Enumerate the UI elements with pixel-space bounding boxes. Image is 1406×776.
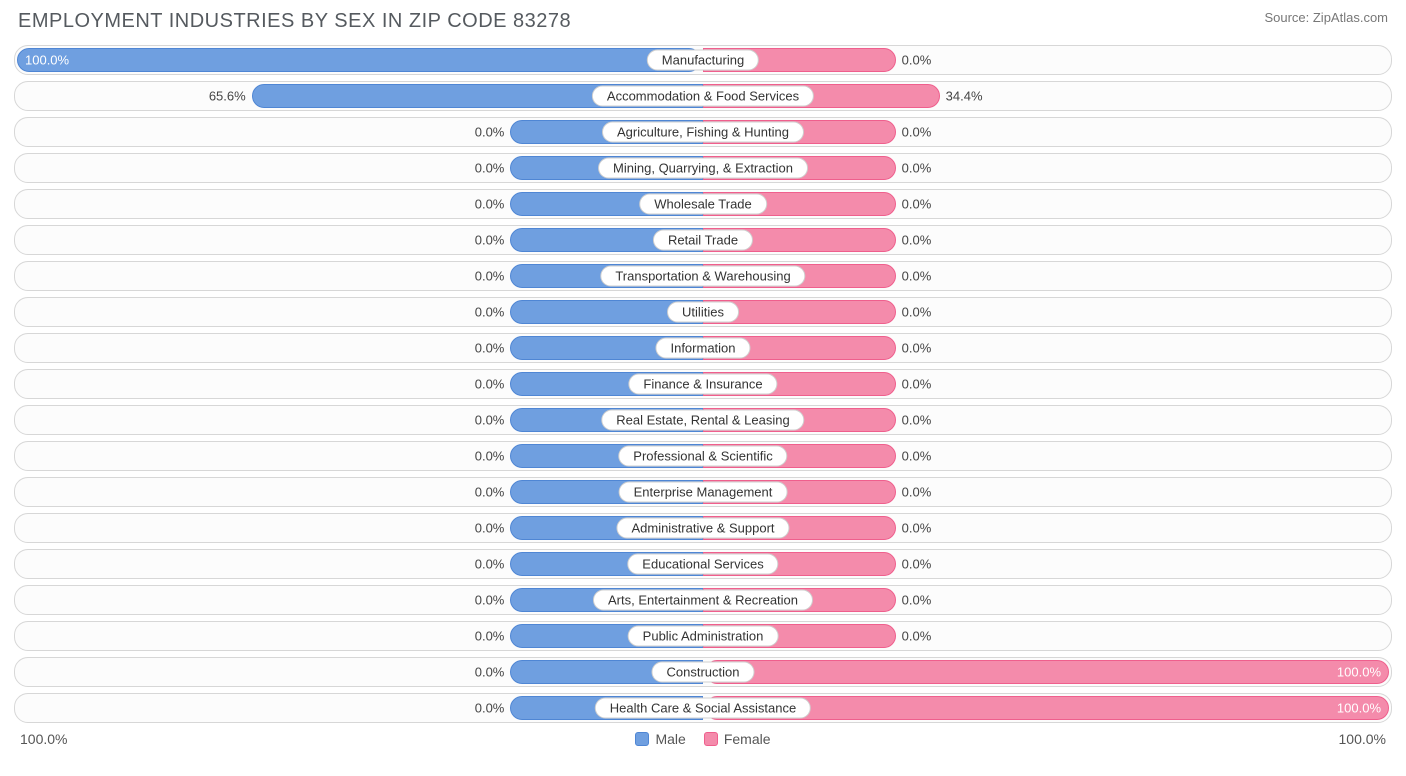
chart-row: 0.0% 0.0% Public Administration [14, 621, 1392, 651]
chart-row: 0.0% 0.0% Transportation & Warehousing [14, 261, 1392, 291]
female-pct-label: 0.0% [902, 305, 932, 320]
category-pill: Transportation & Warehousing [600, 266, 805, 287]
category-pill: Wholesale Trade [639, 194, 767, 215]
chart-footer: 100.0% Male Female 100.0% [14, 731, 1392, 747]
male-pct-label: 0.0% [475, 593, 505, 608]
category-pill: Enterprise Management [619, 482, 788, 503]
chart-row: 0.0% 0.0% Educational Services [14, 549, 1392, 579]
chart-header: EMPLOYMENT INDUSTRIES BY SEX IN ZIP CODE… [14, 10, 1392, 33]
male-pct-label: 65.6% [209, 89, 246, 104]
female-pct-label: 0.0% [902, 629, 932, 644]
male-bar [17, 48, 701, 72]
male-pct-label: 0.0% [475, 557, 505, 572]
female-pct-label: 0.0% [902, 485, 932, 500]
female-bar [705, 660, 1389, 684]
chart-row: 100.0% 0.0% Manufacturing [14, 45, 1392, 75]
female-pct-label: 100.0% [1337, 701, 1381, 716]
category-pill: Health Care & Social Assistance [595, 698, 811, 719]
legend-female-label: Female [724, 731, 771, 747]
female-pct-label: 100.0% [1337, 665, 1381, 680]
male-pct-label: 0.0% [475, 629, 505, 644]
female-pct-label: 0.0% [902, 53, 932, 68]
male-pct-label: 0.0% [475, 665, 505, 680]
category-pill: Accommodation & Food Services [592, 86, 814, 107]
category-pill: Mining, Quarrying, & Extraction [598, 158, 808, 179]
category-pill: Educational Services [627, 554, 778, 575]
female-pct-label: 0.0% [902, 377, 932, 392]
male-pct-label: 0.0% [475, 125, 505, 140]
category-pill: Administrative & Support [616, 518, 789, 539]
category-pill: Retail Trade [653, 230, 753, 251]
chart-row: 0.0% 0.0% Retail Trade [14, 225, 1392, 255]
female-swatch-icon [704, 732, 718, 746]
legend-item-male: Male [635, 731, 685, 747]
female-pct-label: 0.0% [902, 197, 932, 212]
male-swatch-icon [635, 732, 649, 746]
category-pill: Manufacturing [647, 50, 759, 71]
category-pill: Information [655, 338, 750, 359]
chart-row: 0.0% 0.0% Real Estate, Rental & Leasing [14, 405, 1392, 435]
male-pct-label: 0.0% [475, 485, 505, 500]
male-pct-label: 0.0% [475, 269, 505, 284]
female-pct-label: 0.0% [902, 557, 932, 572]
male-pct-label: 0.0% [475, 701, 505, 716]
chart-row: 0.0% 0.0% Agriculture, Fishing & Hunting [14, 117, 1392, 147]
female-pct-label: 34.4% [946, 89, 983, 104]
male-pct-label: 100.0% [25, 53, 69, 68]
chart-row: 65.6% 34.4% Accommodation & Food Services [14, 81, 1392, 111]
chart-row: 0.0% 0.0% Mining, Quarrying, & Extraction [14, 153, 1392, 183]
chart-title: EMPLOYMENT INDUSTRIES BY SEX IN ZIP CODE… [18, 10, 571, 33]
chart-row: 0.0% 0.0% Information [14, 333, 1392, 363]
chart-row: 0.0% 0.0% Arts, Entertainment & Recreation [14, 585, 1392, 615]
chart-row: 0.0% 0.0% Professional & Scientific [14, 441, 1392, 471]
category-pill: Agriculture, Fishing & Hunting [602, 122, 804, 143]
category-pill: Public Administration [628, 626, 779, 647]
male-pct-label: 0.0% [475, 197, 505, 212]
male-pct-label: 0.0% [475, 521, 505, 536]
chart-source: Source: ZipAtlas.com [1264, 10, 1388, 25]
female-pct-label: 0.0% [902, 521, 932, 536]
category-pill: Construction [652, 662, 755, 683]
chart-row: 0.0% 0.0% Administrative & Support [14, 513, 1392, 543]
chart-row: 0.0% 0.0% Finance & Insurance [14, 369, 1392, 399]
chart-row: 0.0% 100.0% Construction [14, 657, 1392, 687]
female-pct-label: 0.0% [902, 413, 932, 428]
male-pct-label: 0.0% [475, 449, 505, 464]
male-pct-label: 0.0% [475, 233, 505, 248]
chart-area: 100.0% 0.0% Manufacturing 65.6% 34.4% Accommo… [14, 45, 1392, 723]
female-pct-label: 0.0% [902, 161, 932, 176]
female-pct-label: 0.0% [902, 341, 932, 356]
category-pill: Professional & Scientific [618, 446, 787, 467]
legend-male-label: Male [655, 731, 685, 747]
male-pct-label: 0.0% [475, 377, 505, 392]
chart-row: 0.0% 0.0% Utilities [14, 297, 1392, 327]
female-pct-label: 0.0% [902, 125, 932, 140]
male-pct-label: 0.0% [475, 305, 505, 320]
axis-left-label: 100.0% [20, 731, 67, 747]
category-pill: Real Estate, Rental & Leasing [601, 410, 804, 431]
female-pct-label: 0.0% [902, 233, 932, 248]
female-pct-label: 0.0% [902, 593, 932, 608]
female-pct-label: 0.0% [902, 269, 932, 284]
category-pill: Finance & Insurance [628, 374, 777, 395]
male-pct-label: 0.0% [475, 161, 505, 176]
category-pill: Arts, Entertainment & Recreation [593, 590, 813, 611]
female-pct-label: 0.0% [902, 449, 932, 464]
legend-item-female: Female [704, 731, 771, 747]
chart-row: 0.0% 0.0% Wholesale Trade [14, 189, 1392, 219]
male-pct-label: 0.0% [475, 413, 505, 428]
chart-row: 0.0% 100.0% Health Care & Social Assistanc… [14, 693, 1392, 723]
axis-right-label: 100.0% [1339, 731, 1386, 747]
category-pill: Utilities [667, 302, 739, 323]
legend: Male Female [67, 731, 1338, 747]
male-pct-label: 0.0% [475, 341, 505, 356]
chart-row: 0.0% 0.0% Enterprise Management [14, 477, 1392, 507]
